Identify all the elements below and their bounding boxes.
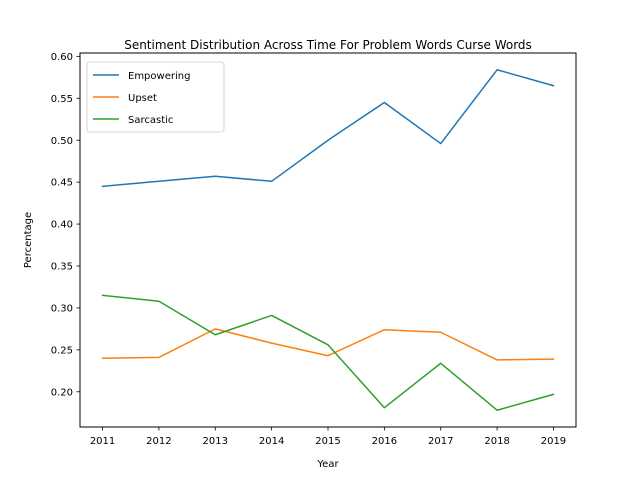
x-tick-label: 2014 [259,436,284,447]
y-tick-label: 0.50 [51,136,73,147]
y-tick-label: 0.20 [51,387,73,398]
x-tick-label: 2011 [90,436,115,447]
x-tick-label: 2016 [372,436,397,447]
legend-label: Empowering [128,71,190,82]
x-tick-label: 2018 [484,436,509,447]
chart-title: Sentiment Distribution Across Time For P… [124,38,532,52]
y-tick-label: 0.45 [51,178,73,189]
x-tick-label: 2017 [428,436,453,447]
y-tick-label: 0.60 [51,52,73,63]
x-axis: 2011 2012 2013 2014 2015 2016 2017 2018 2019 [90,427,566,447]
y-axis-label: Percentage [23,212,34,268]
y-tick-label: 0.35 [51,262,73,273]
legend-label: Sarcastic [128,115,173,126]
legend-label: Upset [128,93,157,104]
x-tick-label: 2015 [315,436,340,447]
plot-area [101,69,555,411]
x-tick-label: 2013 [203,436,228,447]
x-tick-label: 2012 [146,436,171,447]
x-axis-label: Year [316,459,339,470]
x-tick-label: 2019 [541,436,566,447]
legend: Empowering Upset Sarcastic [86,61,225,133]
y-tick-label: 0.25 [51,345,73,356]
y-tick-label: 0.40 [51,220,73,231]
y-tick-label: 0.30 [51,304,73,315]
series-line-sarcastic [101,294,555,411]
y-axis: 0.20 0.25 0.30 0.35 0.40 0.45 0.50 0.55 0.60 [51,52,80,398]
y-tick-label: 0.55 [51,94,73,105]
legend-box [86,61,225,133]
series-line-upset [101,328,555,361]
series-line-empowering [101,69,555,188]
